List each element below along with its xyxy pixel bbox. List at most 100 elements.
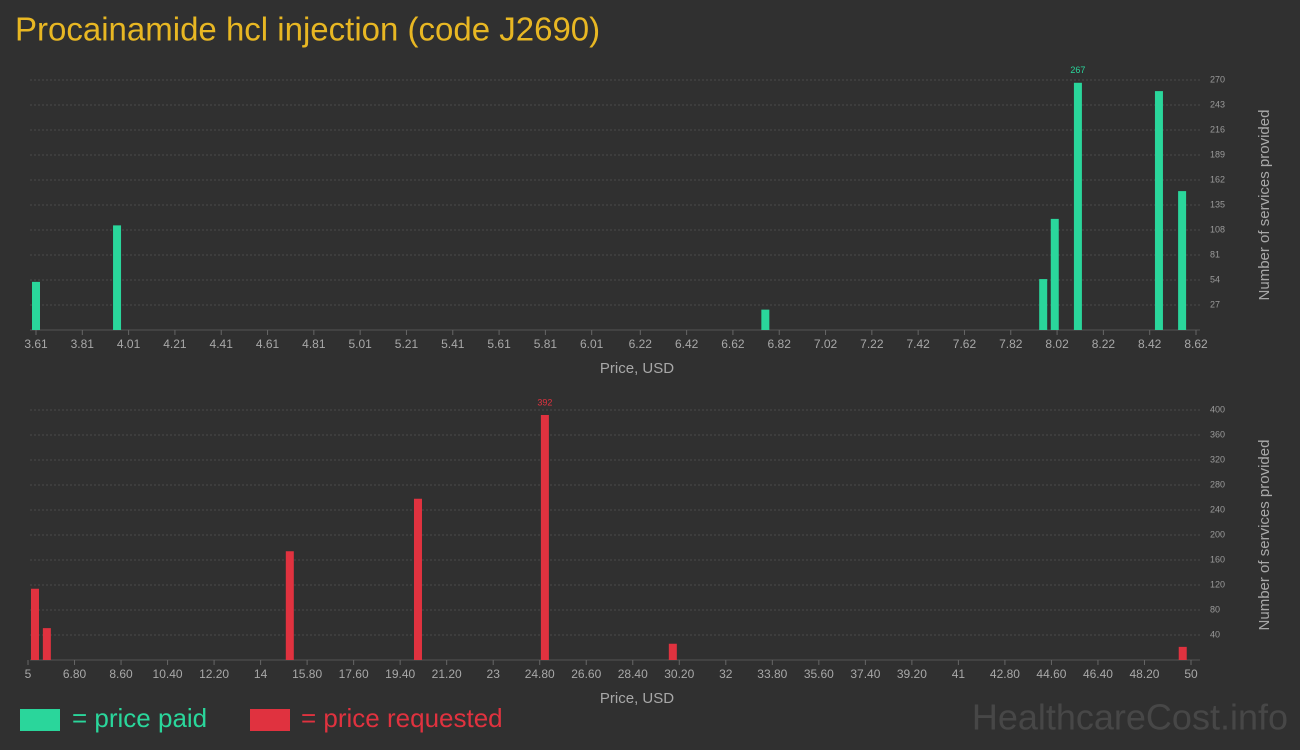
x-tick-label: 7.02 [814,337,838,351]
bar [1178,646,1187,660]
x-tick-label: 6.22 [629,337,653,351]
bar [1073,82,1082,331]
bar [761,309,770,330]
y-axis-label: Number of services provided [1256,110,1273,301]
x-tick-label: 21.20 [432,667,462,681]
peak-label: 392 [537,397,552,407]
bar [32,281,40,330]
y-tick-label: 162 [1210,174,1225,184]
y-tick-label: 135 [1210,199,1225,209]
x-tick-label: 33.80 [757,667,787,681]
y-tick-label: 189 [1210,149,1225,159]
y-tick-label: 54 [1210,274,1220,284]
x-tick-label: 7.82 [999,337,1023,351]
x-tick-label: 8.22 [1092,337,1116,351]
x-tick-label: 41 [952,667,966,681]
x-tick-label: 4.61 [256,337,280,351]
x-tick-label: 6.01 [580,337,604,351]
x-tick-label: 8.02 [1045,337,1069,351]
x-tick-label: 5.61 [487,337,511,351]
bar [30,588,39,660]
x-tick-label: 48.20 [1129,667,1159,681]
y-tick-label: 320 [1210,454,1225,464]
bar [285,551,294,660]
y-tick-label: 80 [1210,604,1220,614]
y-tick-label: 400 [1210,404,1225,414]
y-tick-label: 40 [1210,629,1220,639]
y-tick-label: 27 [1210,299,1220,309]
bar [1050,218,1059,330]
y-axis-label: Number of services provided [1256,440,1273,631]
x-tick-label: 17.60 [339,667,369,681]
x-axis-label: Price, USD [600,360,674,377]
x-tick-label: 12.20 [199,667,229,681]
x-tick-label: 23 [487,667,501,681]
y-tick-label: 216 [1210,124,1225,134]
bar [668,643,677,660]
bar [113,225,122,330]
y-tick-label: 270 [1210,74,1225,84]
x-tick-label: 28.40 [618,667,648,681]
x-tick-label: 15.80 [292,667,322,681]
peak-label: 267 [1070,65,1085,75]
x-tick-label: 7.62 [953,337,977,351]
x-tick-label: 8.42 [1138,337,1162,351]
y-tick-label: 360 [1210,429,1225,439]
y-tick-label: 120 [1210,579,1225,589]
x-tick-label: 5.81 [534,337,558,351]
bar [413,498,422,660]
bar [1039,279,1048,330]
x-tick-label: 4.21 [163,337,187,351]
x-tick-label: 5.21 [395,337,419,351]
x-tick-label: 6.82 [768,337,792,351]
x-tick-label: 5.01 [348,337,372,351]
y-tick-label: 160 [1210,554,1225,564]
x-tick-label: 46.40 [1083,667,1113,681]
y-tick-label: 240 [1210,504,1225,514]
x-tick-label: 19.40 [385,667,415,681]
x-axis-label: Price, USD [600,690,674,707]
x-tick-label: 24.80 [525,667,555,681]
legend-label: = price requested [301,703,503,733]
x-tick-label: 6.62 [721,337,745,351]
x-tick-label: 7.42 [906,337,930,351]
x-tick-label: 14 [254,667,268,681]
x-tick-label: 4.81 [302,337,326,351]
x-tick-label: 8.60 [109,667,133,681]
x-tick-label: 26.60 [571,667,601,681]
x-tick-label: 6.80 [63,667,87,681]
bar [540,415,549,660]
y-tick-label: 243 [1210,99,1225,109]
x-tick-label: 50 [1184,667,1198,681]
y-tick-label: 280 [1210,479,1225,489]
x-tick-label: 37.40 [850,667,880,681]
legend-swatch [20,709,60,731]
x-tick-label: 30.20 [664,667,694,681]
x-tick-label: 5.41 [441,337,465,351]
legend-swatch [250,709,290,731]
x-tick-label: 5 [25,667,32,681]
x-tick-label: 3.61 [24,337,48,351]
chart-title: Procainamide hcl injection (code J2690) [15,11,600,48]
x-tick-label: 6.42 [675,337,699,351]
x-tick-label: 35.60 [804,667,834,681]
x-tick-label: 3.81 [71,337,95,351]
x-tick-label: 4.01 [117,337,141,351]
bar [1154,91,1163,330]
y-tick-label: 108 [1210,224,1225,234]
legend-label: = price paid [72,703,207,733]
x-tick-label: 7.22 [860,337,884,351]
bar [42,628,51,660]
x-tick-label: 8.62 [1184,337,1208,351]
x-tick-label: 39.20 [897,667,927,681]
x-tick-label: 10.40 [153,667,183,681]
x-tick-label: 42.80 [990,667,1020,681]
y-tick-label: 200 [1210,529,1225,539]
x-tick-label: 4.41 [210,337,234,351]
y-tick-label: 81 [1210,249,1220,259]
x-tick-label: 32 [719,667,733,681]
watermark: HealthcareCost.info [972,697,1288,738]
bar [1178,191,1187,330]
